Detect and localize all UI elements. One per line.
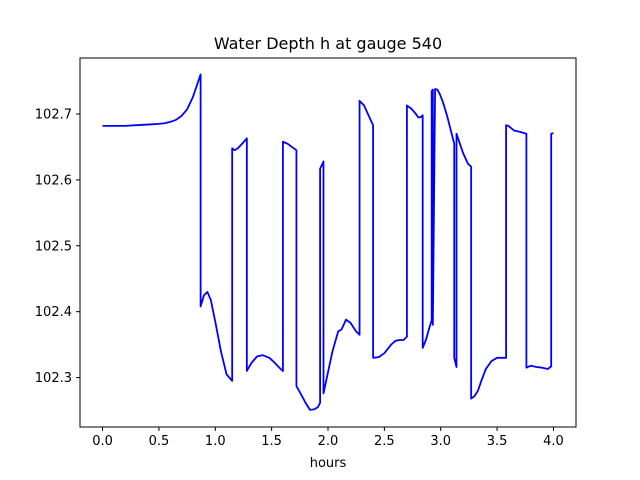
x-tick-label: 3.5 <box>487 434 508 449</box>
y-tick-label: 102.6 <box>35 173 72 188</box>
y-tick-label: 102.4 <box>35 305 72 320</box>
y-axis: 102.3 102.4 102.5 102.6 102.7 <box>35 108 80 386</box>
y-tick-label: 102.7 <box>35 108 72 123</box>
x-tick-label: 2.5 <box>374 434 395 449</box>
x-tick-label: 0.5 <box>149 434 170 449</box>
x-tick-label: 2.0 <box>318 434 339 449</box>
x-tick-label: 4.0 <box>543 434 564 449</box>
x-tick-label: 1.5 <box>261 434 282 449</box>
x-axis-label: hours <box>310 456 347 471</box>
x-tick-label: 3.0 <box>430 434 451 449</box>
y-tick-label: 102.5 <box>35 239 72 254</box>
series-line <box>102 73 554 411</box>
y-tick-label: 102.3 <box>35 371 72 386</box>
x-tick-label: 1.0 <box>205 434 226 449</box>
chart-title: Water Depth h at gauge 540 <box>214 34 442 53</box>
x-tick-label: 0.0 <box>92 434 113 449</box>
x-axis: 0.0 0.5 1.0 1.5 2.0 2.5 3.0 3.5 4.0 <box>92 427 564 449</box>
plot-area <box>102 73 554 411</box>
